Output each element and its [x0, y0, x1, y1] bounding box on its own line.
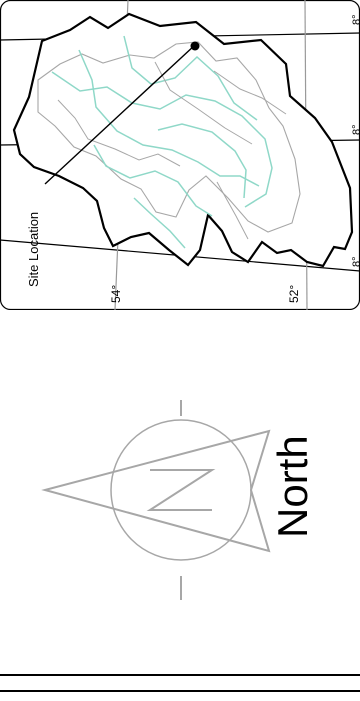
- north-arrow-compass: [41, 400, 271, 600]
- district-line-3: [123, 35, 258, 121]
- district-line-6: [133, 197, 186, 249]
- region-outline: [12, 12, 354, 268]
- site-location-marker-icon: [190, 41, 200, 51]
- latitude-label-left: 54°: [109, 284, 123, 303]
- edge-label-top: 8°: [351, 14, 360, 25]
- road-2: [154, 61, 253, 145]
- north-label: North: [269, 435, 316, 538]
- district-line-1: [51, 71, 273, 208]
- district-line-5: [93, 144, 213, 217]
- edge-label-middle: 8°: [351, 124, 360, 135]
- inner-road-network: [37, 41, 301, 233]
- road-1: [57, 99, 181, 167]
- map-panel: [0, 0, 360, 310]
- north-arrow-icon: [41, 429, 271, 553]
- edge-label-bottom: 8°: [351, 256, 360, 267]
- district-line-4: [157, 123, 247, 199]
- road-3: [213, 70, 287, 115]
- bottom-rule-1: [0, 674, 360, 676]
- site-location-label: Site Location: [26, 211, 41, 287]
- latitude-label-right: 52°: [287, 284, 301, 303]
- district-line-2: [78, 49, 260, 187]
- compass-n-letter-icon: [146, 469, 216, 511]
- road-4: [216, 181, 249, 240]
- bottom-rule-2: [0, 690, 360, 692]
- site-location-leader-line: [44, 44, 196, 185]
